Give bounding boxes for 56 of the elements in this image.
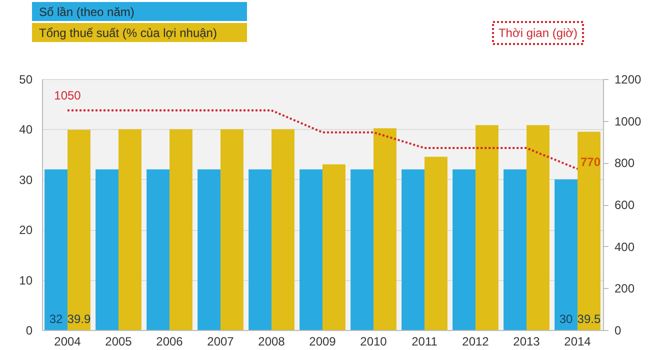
- x-tick-label: 2014: [564, 334, 592, 348]
- bar: [424, 156, 448, 330]
- text: Số lần (theo năm): [39, 5, 134, 19]
- bar: [526, 125, 550, 330]
- y2-tick-label: 1000: [614, 114, 642, 128]
- bar: [220, 129, 244, 330]
- data-label: 39.5: [577, 312, 601, 326]
- bar: [476, 125, 498, 330]
- x-tick-label: 2010: [360, 334, 388, 348]
- text: Tổng thuế suất (% của lợi nhuận): [39, 26, 217, 40]
- bar: [374, 128, 396, 330]
- y-tick-label: 0: [26, 324, 33, 338]
- bar: [554, 179, 578, 330]
- x-tick-label: 2008: [258, 334, 286, 348]
- x-tick-label: 2013: [513, 334, 540, 348]
- bar: [300, 169, 322, 330]
- bar: [44, 169, 68, 330]
- y2-tick-label: 0: [614, 324, 622, 338]
- data-label: 1050: [54, 88, 82, 102]
- y-tick-label: 10: [19, 273, 33, 288]
- bar: [198, 169, 220, 330]
- y-tick-label: 50: [19, 72, 33, 86]
- y2-tick-label: 200: [614, 282, 635, 296]
- x-tick-label: 2007: [207, 334, 234, 348]
- data-label: 32: [49, 312, 64, 326]
- y-tick-label: 30: [19, 172, 33, 187]
- x-tick-label: 2012: [462, 334, 490, 348]
- y2-tick-label: 400: [614, 240, 635, 254]
- data-label: 770: [580, 154, 601, 169]
- y-tick-label: 40: [19, 122, 33, 137]
- data-label: 30: [559, 312, 574, 326]
- bar: [350, 169, 374, 330]
- bar: [272, 129, 294, 330]
- x-tick-label: 2004: [54, 334, 82, 348]
- bar: [504, 169, 526, 330]
- bar: [170, 129, 192, 330]
- bar: [322, 164, 346, 330]
- y2-tick-label: 1200: [614, 72, 642, 86]
- data-label: 39.9: [67, 312, 91, 326]
- bar: [118, 129, 142, 330]
- y2-tick-label: 600: [614, 198, 635, 212]
- x-tick-label: 2009: [309, 334, 336, 348]
- bar: [452, 169, 476, 330]
- bar: [578, 132, 600, 330]
- y2-tick-label: 800: [614, 156, 635, 170]
- bar: [68, 130, 90, 330]
- bar: [146, 169, 170, 330]
- x-tick-label: 2005: [105, 334, 132, 348]
- x-tick-label: 2006: [156, 334, 184, 348]
- text: Thời gian (giờ): [498, 26, 578, 40]
- y-tick-label: 20: [19, 223, 33, 238]
- bar: [96, 169, 118, 330]
- bar: [402, 169, 424, 330]
- bar: [248, 169, 272, 330]
- x-tick-label: 2011: [412, 334, 438, 348]
- line-series: [66, 109, 578, 170]
